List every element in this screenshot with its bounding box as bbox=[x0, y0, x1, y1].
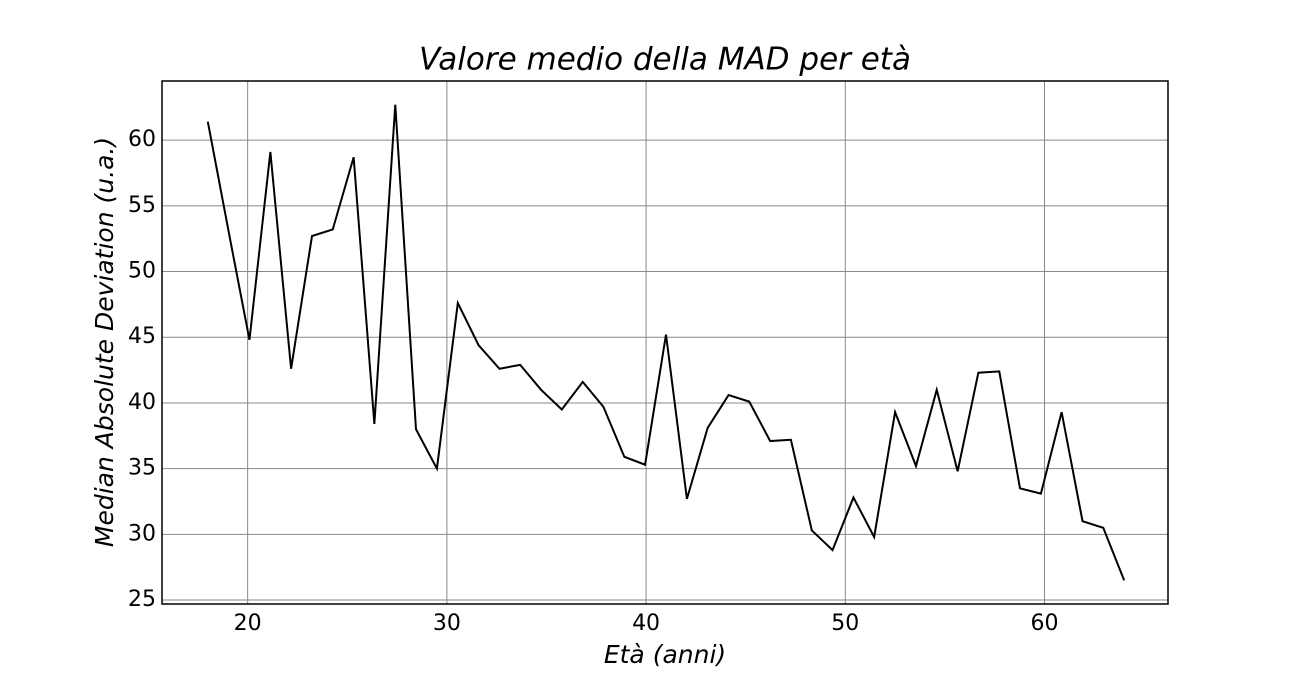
x-tick-label: 50 bbox=[831, 611, 859, 636]
x-tick-label: 40 bbox=[632, 611, 660, 636]
y-tick-label: 35 bbox=[128, 456, 156, 481]
y-tick-label: 30 bbox=[128, 521, 156, 546]
x-axis-label: Età (anni) bbox=[604, 640, 726, 669]
y-tick-label: 45 bbox=[128, 324, 156, 349]
y-tick-label: 25 bbox=[128, 587, 156, 612]
x-tick-label: 20 bbox=[234, 611, 262, 636]
chart-title: Valore medio della MAD per età bbox=[419, 42, 911, 78]
y-tick-label: 60 bbox=[128, 127, 156, 152]
y-tick-label: 50 bbox=[128, 259, 156, 284]
data-line bbox=[206, 104, 1126, 581]
y-tick-label: 40 bbox=[128, 390, 156, 415]
plot-frame bbox=[161, 80, 1169, 605]
x-tick-label: 60 bbox=[1030, 611, 1058, 636]
x-tick-label: 30 bbox=[433, 611, 461, 636]
y-tick-label: 55 bbox=[128, 193, 156, 218]
y-axis-label: Median Absolute Deviation (u.a.) bbox=[90, 137, 119, 547]
